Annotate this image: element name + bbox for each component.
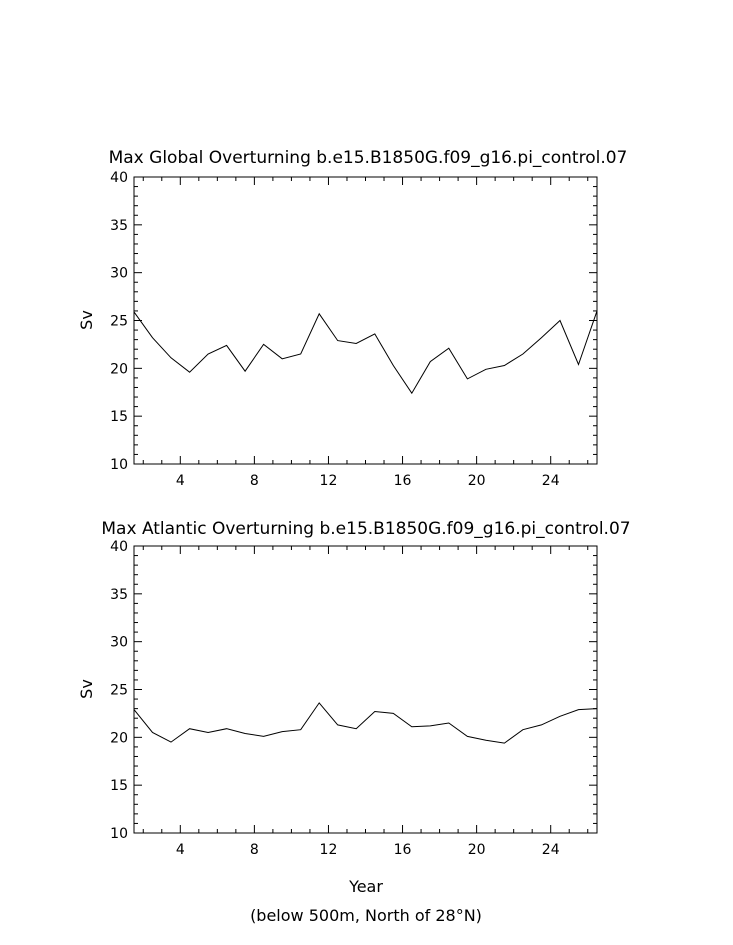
y-tick-label: 30 [110, 266, 128, 282]
atlantic-y-axis-label: Sv [77, 679, 96, 699]
y-tick-label: 35 [110, 218, 128, 234]
y-tick-label: 20 [110, 730, 128, 746]
atlantic-overturning-line [133, 702, 598, 744]
atlantic-chart-title: Max Atlantic Overturning b.e15.B1850G.f0… [101, 519, 630, 539]
x-tick-label: 8 [250, 473, 259, 489]
y-tick-label: 35 [110, 587, 128, 603]
global-chart-title: Max Global Overturning b.e15.B1850G.f09_… [109, 148, 628, 168]
x-tick-label: 12 [320, 842, 338, 858]
global-y-axis-label: Sv [77, 310, 96, 330]
y-tick-label: 15 [110, 778, 128, 794]
y-tick-label: 25 [110, 683, 128, 699]
y-tick-label: 20 [110, 361, 128, 377]
x-tick-label: 4 [176, 473, 185, 489]
y-tick-label: 10 [110, 457, 128, 473]
x-tick-label: 16 [394, 473, 412, 489]
x-tick-label: 8 [250, 842, 259, 858]
global-plot-frame [133, 176, 598, 465]
x-tick-label: 24 [542, 473, 560, 489]
y-tick-label: 10 [110, 826, 128, 842]
x-tick-label: 20 [468, 473, 486, 489]
atlantic-plot-frame [133, 545, 598, 834]
global-x-ticks: 4 8 12 16 20 24 [142, 177, 589, 489]
y-tick-label: 40 [110, 539, 128, 555]
global-y-ticks: 10 15 20 25 30 35 40 [110, 170, 597, 473]
x-tick-label: 16 [394, 842, 412, 858]
y-tick-label: 25 [110, 314, 128, 330]
y-tick-label: 30 [110, 635, 128, 651]
x-tick-label: 24 [542, 842, 560, 858]
x-tick-label: 4 [176, 842, 185, 858]
atlantic-y-ticks: 10 15 20 25 30 35 40 [110, 539, 597, 842]
footnote: (below 500m, North of 28°N) [250, 906, 482, 925]
atlantic-x-ticks: 4 8 12 16 20 24 [142, 546, 589, 858]
y-tick-label: 15 [110, 409, 128, 425]
global-overturning-panel: Max Global Overturning b.e15.B1850G.f09_… [77, 148, 627, 489]
x-tick-label: 20 [468, 842, 486, 858]
global-overturning-line [133, 310, 598, 395]
x-tick-label: 12 [320, 473, 338, 489]
y-tick-label: 40 [110, 170, 128, 186]
atlantic-overturning-panel: Max Atlantic Overturning b.e15.B1850G.f0… [77, 519, 631, 896]
x-axis-label: Year [348, 877, 383, 896]
